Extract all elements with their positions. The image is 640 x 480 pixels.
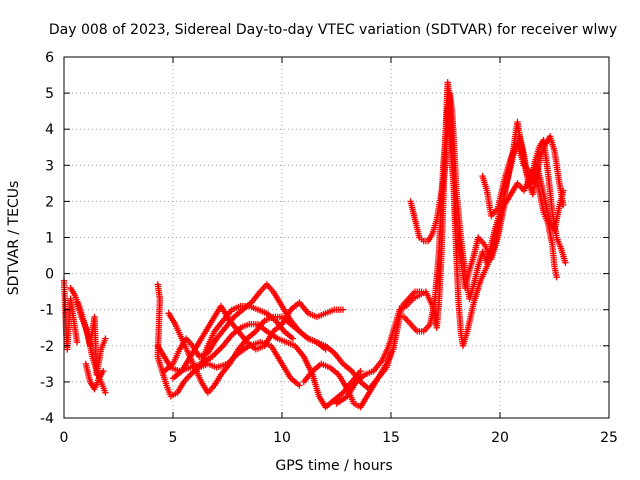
y-tick-label: 0 (45, 267, 54, 283)
y-tick-label: -2 (40, 339, 54, 355)
y-tick-label: 5 (45, 86, 54, 102)
x-tick-label: 20 (491, 430, 509, 446)
data-point (339, 306, 347, 313)
data-point (218, 344, 225, 351)
data-point (212, 350, 219, 357)
data-point (102, 335, 109, 342)
grid (64, 57, 609, 418)
y-axis-label: SDTVAR / TECUs (6, 181, 22, 296)
data-point (553, 274, 560, 281)
data-point (100, 367, 107, 375)
tick-marks (63, 56, 610, 419)
data-marks (60, 79, 569, 411)
y-tick-label: 1 (45, 231, 54, 247)
y-tick-label: 4 (45, 122, 54, 138)
y-tick-label: -3 (40, 375, 54, 391)
data-point (289, 335, 297, 342)
x-tick-labels: 0 5 10 15 20 25 (60, 430, 618, 446)
y-tick-label: 6 (45, 50, 54, 66)
x-tick-label: 0 (60, 430, 69, 446)
y-tick-label: -1 (40, 303, 54, 319)
x-tick-label: 10 (273, 430, 291, 446)
data-point (562, 259, 569, 266)
y-tick-label: -4 (40, 411, 54, 427)
x-tick-label: 25 (600, 430, 618, 446)
data-point (296, 382, 303, 389)
x-tick-label: 15 (382, 430, 400, 446)
data-point (357, 367, 364, 375)
data-point (73, 338, 81, 346)
chart-title: Day 008 of 2023, Sidereal Day-to-day VTE… (49, 22, 617, 38)
data-point (560, 187, 567, 194)
data-point (322, 346, 329, 353)
y-tick-label: 3 (45, 158, 54, 174)
y-tick-labels: -4 -3 -2 -1 0 1 2 3 4 5 6 (40, 50, 54, 427)
data-point (102, 389, 109, 396)
y-tick-label: 2 (45, 194, 54, 210)
data-point (213, 348, 221, 356)
x-tick-label: 5 (169, 430, 178, 446)
x-axis-label: GPS time / hours (275, 458, 392, 474)
data-point (215, 347, 222, 354)
data-point (216, 345, 224, 353)
